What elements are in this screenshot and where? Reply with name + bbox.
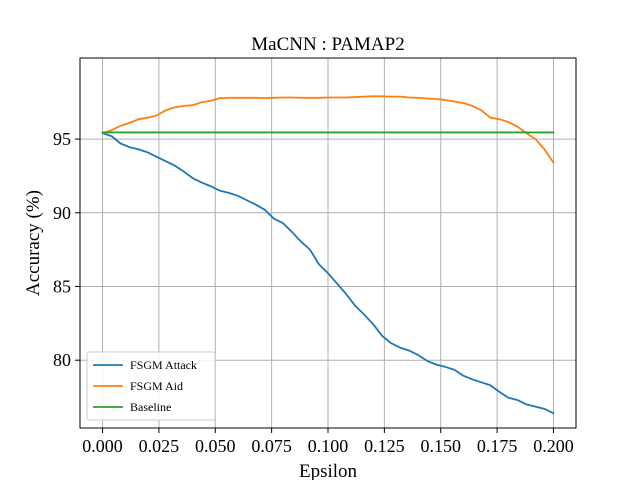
legend-label-baseline: Baseline bbox=[130, 400, 171, 414]
x-tick-label: 0.100 bbox=[308, 436, 349, 456]
x-ticks-layer: 0.000 0.025 0.050 0.075 0.100 0.125 0.150 0.175… bbox=[82, 428, 574, 456]
x-tick-label: 0.050 bbox=[195, 436, 236, 456]
chart-title: MaCNN : PAMAP2 bbox=[251, 34, 404, 55]
legend-label-fsgm-aid: FSGM Aid bbox=[130, 379, 183, 393]
x-tick-label: 0.025 bbox=[139, 436, 180, 456]
legend: FSGM Attack FSGM Aid Baseline bbox=[86, 351, 216, 421]
x-tick-label: 0.125 bbox=[364, 436, 405, 456]
series-line-fsgm-attack bbox=[101, 132, 555, 415]
y-tick-label: 90 bbox=[53, 203, 71, 223]
legend-box bbox=[86, 351, 216, 421]
y-tick-label: 95 bbox=[53, 129, 71, 149]
x-axis-label: Epsilon bbox=[299, 461, 358, 480]
x-tick-label: 0.200 bbox=[533, 436, 574, 456]
x-tick-label: 0.175 bbox=[477, 436, 518, 456]
series-layer bbox=[101, 95, 555, 415]
y-tick-label: 85 bbox=[53, 276, 71, 296]
y-tick-label: 80 bbox=[53, 350, 71, 370]
y-axis-label: Accuracy (%) bbox=[23, 190, 44, 296]
legend-label-fsgm-attack: FSGM Attack bbox=[130, 358, 197, 372]
series-line-fsgm-aid bbox=[101, 95, 555, 164]
x-tick-label: 0.075 bbox=[251, 436, 292, 456]
x-tick-label: 0.150 bbox=[420, 436, 461, 456]
y-ticks-layer: 80 85 90 95 bbox=[53, 129, 80, 370]
x-tick-label: 0.000 bbox=[82, 436, 123, 456]
